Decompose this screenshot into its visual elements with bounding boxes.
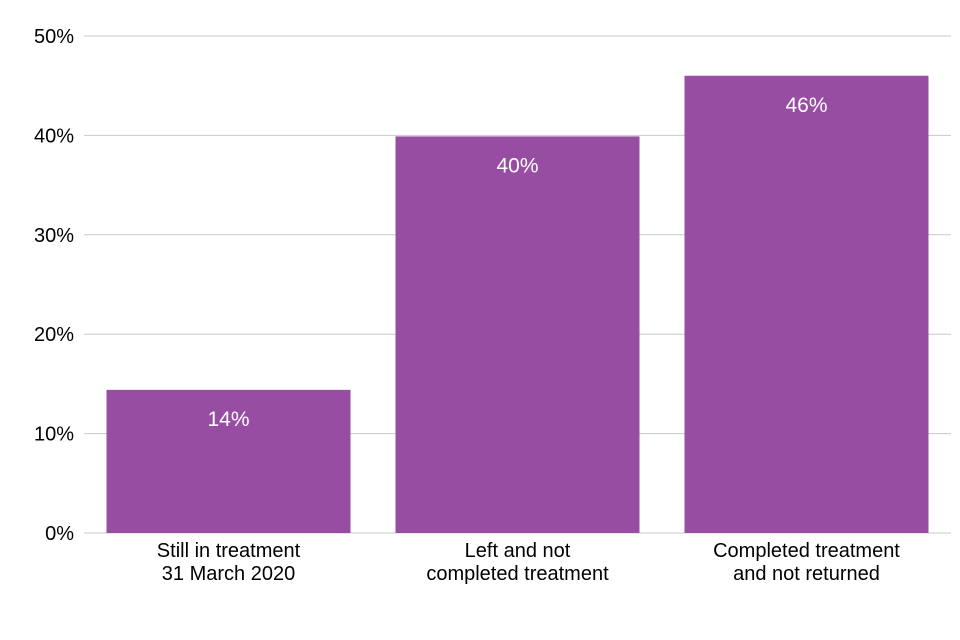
x-category-label-line: Left and not [465,540,571,562]
y-axis-tick-labels: 0% 10% 20% 30% 40% 50% [34,26,74,545]
y-tick-label: 50% [34,26,74,48]
bar-data-label: 40% [496,154,538,177]
data-labels: 14% 40% 46% [207,94,827,431]
bars [106,75,929,534]
x-axis-category-labels: Still in treatment 31 March 2020 Left and … [157,540,901,585]
x-category-label-line: 31 March 2020 [162,563,295,585]
y-tick-label: 0% [45,523,74,545]
x-category-label: Left and not completed treatment [426,540,609,585]
bar [684,75,929,533]
y-tick-label: 40% [34,125,74,147]
x-category-label-line: and not returned [733,563,880,585]
y-tick-label: 10% [34,424,74,446]
x-category-label-line: completed treatment [426,563,609,585]
bar [395,136,640,534]
y-tick-label: 20% [34,324,74,346]
x-category-label-line: Still in treatment [157,540,301,562]
x-category-label: Still in treatment 31 March 2020 [157,540,301,585]
x-category-label: Completed treatment and not returned [713,540,900,585]
bar-data-label: 46% [785,94,827,117]
bar [106,389,351,533]
bar-data-label: 14% [207,408,249,431]
x-category-label-line: Completed treatment [713,540,900,562]
y-tick-label: 30% [34,225,74,247]
